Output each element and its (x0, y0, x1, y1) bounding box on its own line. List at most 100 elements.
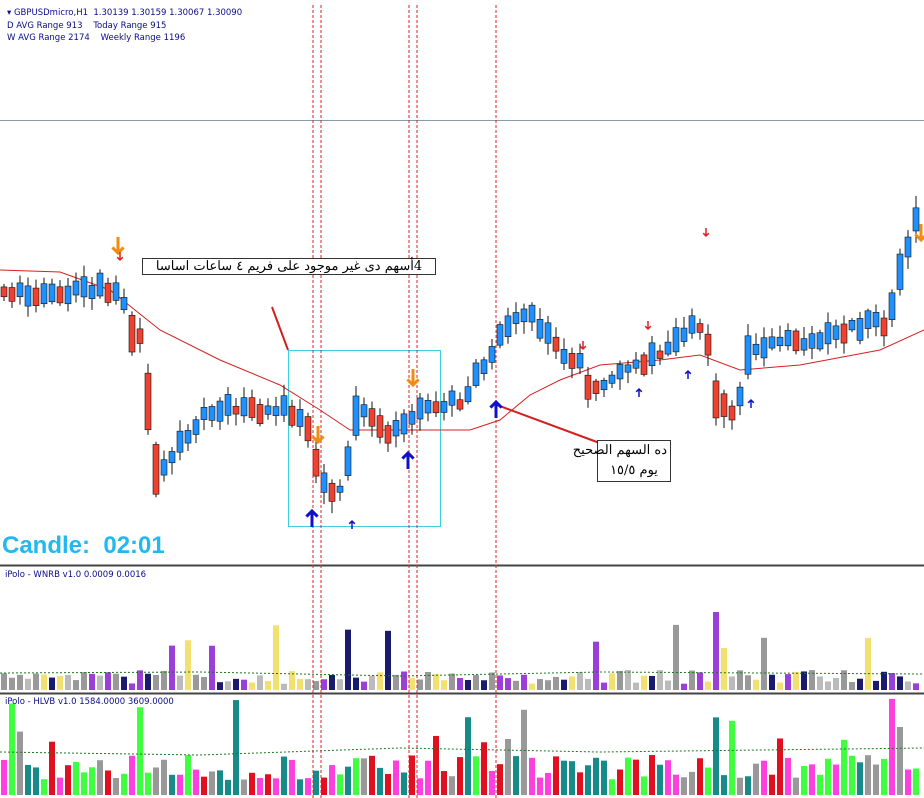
wnrb-bar (17, 674, 23, 690)
wnrb-bar (833, 678, 839, 690)
wnrb-bar (865, 637, 871, 690)
hlvb-bar (449, 776, 455, 795)
wnrb-bar (241, 679, 247, 690)
candle-body (272, 406, 280, 416)
candle-body (576, 353, 584, 369)
wnrb-bar (529, 683, 535, 690)
wnrb-bar (313, 681, 319, 690)
candle-body (160, 459, 168, 476)
hlvb-bar (249, 772, 255, 795)
candle-body (440, 401, 448, 413)
wnrb-bar (705, 681, 711, 690)
wnrb-bar (753, 679, 759, 690)
candle-body (88, 285, 96, 299)
candle-body (232, 405, 240, 415)
candle-body (304, 416, 312, 442)
d-avg: D AVG Range 913 (7, 21, 83, 31)
candle-body (280, 395, 288, 416)
hlvb-bar (257, 777, 263, 795)
wnrb-bar (841, 670, 847, 690)
hlvb-average (0, 747, 924, 756)
hlvb-bar (217, 770, 223, 795)
hlvb-bar (209, 771, 215, 795)
hlvb-bar (473, 756, 479, 795)
candle-body (768, 336, 776, 349)
candle-body (760, 337, 768, 359)
wnrb-bar (593, 641, 599, 690)
hlvb-bar (57, 777, 63, 795)
indicator-label: iPolo - HLVB v1.0 1584.0000 3609.0000 (5, 697, 174, 707)
candle-body (800, 338, 808, 351)
hlvb-bar (593, 757, 599, 795)
hlvb-bar (881, 758, 887, 795)
candle-body (584, 374, 592, 400)
wnrb-bar (329, 674, 335, 690)
candle-body (720, 393, 728, 417)
hlvb-bar (625, 757, 631, 795)
moving-average (0, 269, 924, 431)
candle-body (40, 283, 48, 305)
signal-arrow (635, 387, 643, 397)
candle-body (296, 409, 304, 427)
hlvb-bar (457, 757, 463, 795)
wnrb-bar (273, 625, 279, 690)
candle-body (656, 350, 664, 359)
candle-body (80, 276, 88, 298)
wnrb-bar (729, 676, 735, 690)
hlvb-bar (353, 758, 359, 795)
candle-body (184, 430, 192, 444)
wnrb-bar (569, 676, 575, 690)
wnrb-bar (89, 673, 95, 690)
hlvb-bar (513, 756, 519, 795)
candle-body (808, 333, 816, 349)
wnrb-bar (457, 678, 463, 690)
hlvb-bar (145, 772, 151, 795)
wnrb-bar (81, 672, 87, 690)
wnrb-bar (601, 682, 607, 690)
hlvb-bar (889, 698, 895, 795)
candle-body (312, 448, 320, 477)
candle-body (256, 404, 264, 424)
hlvb-bar (41, 779, 47, 795)
wnrb-bar (777, 682, 783, 690)
candle-body (776, 336, 784, 347)
wnrb-bar (737, 670, 743, 690)
wnrb-bar (57, 675, 63, 690)
hlvb-bar (745, 776, 751, 795)
candle-body (448, 390, 456, 406)
wnrb-bar (25, 678, 31, 690)
wnrb-bar (553, 676, 559, 690)
wnrb-bar (193, 674, 199, 690)
hlvb-bar (433, 735, 439, 795)
hlvb-bar (313, 770, 319, 795)
hlvb-bar (281, 756, 287, 795)
candle-body (552, 336, 560, 352)
wnrb-bar (401, 671, 407, 690)
candle-body (840, 323, 848, 344)
candle-body (120, 297, 128, 311)
candle-body (400, 413, 408, 435)
candle-body (728, 405, 736, 421)
hlvb-bar (761, 760, 767, 795)
wnrb-bar (769, 674, 775, 690)
hlvb-bar (81, 772, 87, 795)
candle-body (8, 287, 16, 302)
candle-body (632, 359, 640, 369)
wnrb-bar (145, 673, 151, 690)
hlvb-bar (73, 761, 79, 795)
wnrb-average (0, 671, 924, 677)
candle-body (664, 341, 672, 355)
candle-body (336, 485, 344, 493)
wnrb-bar (369, 675, 375, 690)
hlvb-bar (585, 765, 591, 795)
hlvb-bar (729, 720, 735, 795)
wnrb-bar (801, 671, 807, 690)
wnrb-bar (825, 681, 831, 690)
today-range: Today Range 915 (93, 21, 167, 31)
wnrb-bar (377, 672, 383, 690)
candle-body (376, 415, 384, 438)
candle-body (744, 335, 752, 375)
wnrb-bar (441, 680, 447, 690)
wnrb-bar (473, 675, 479, 690)
hlvb-bar (409, 755, 415, 795)
